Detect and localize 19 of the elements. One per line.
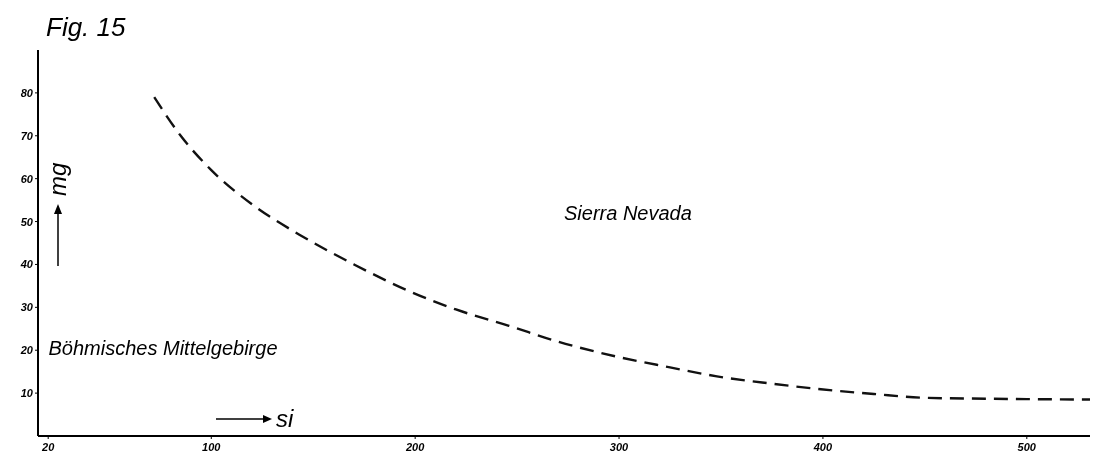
y-tick-label: 10 bbox=[20, 387, 34, 400]
x-tick-label: 100 bbox=[202, 441, 222, 453]
y-axis-title: mg bbox=[44, 162, 71, 196]
x-tick-label: 300 bbox=[609, 441, 630, 453]
y-tick-label: 50 bbox=[20, 215, 34, 228]
x-tick-label: 20 bbox=[41, 441, 56, 453]
y-tick-label: 80 bbox=[20, 86, 34, 99]
x-tick-label: 500 bbox=[1017, 441, 1037, 453]
y-tick-label: 40 bbox=[19, 258, 34, 271]
x-tick-label: 200 bbox=[404, 441, 426, 453]
annotation: Böhmisches Mittelgebirge bbox=[48, 336, 278, 359]
chart-title: Fig. 15 bbox=[46, 12, 127, 42]
x-axis-title: si bbox=[276, 405, 294, 432]
y-tick-label: 60 bbox=[20, 172, 34, 185]
y-tick-label: 20 bbox=[19, 344, 34, 357]
x-tick-label: 400 bbox=[812, 441, 833, 453]
annotation: Sierra Nevada bbox=[564, 201, 692, 224]
y-tick-label: 70 bbox=[20, 129, 34, 142]
y-tick-label: 30 bbox=[20, 301, 34, 314]
